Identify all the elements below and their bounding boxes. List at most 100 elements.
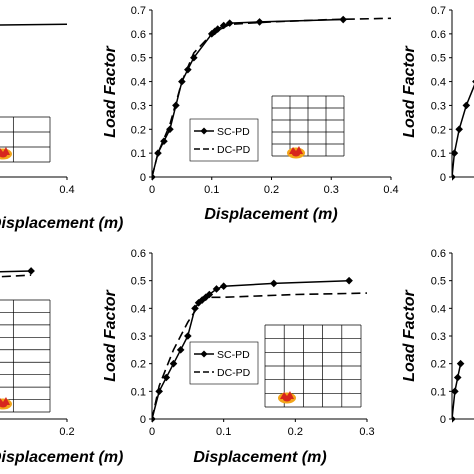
y-tick-label: 0.4 (131, 303, 146, 315)
y-tick-label: 0.5 (431, 53, 446, 65)
y-tick-label: 0.3 (131, 331, 146, 343)
data-point-sc-pd (154, 149, 162, 157)
chart-panel-3: 0 0.1 0.2 0.3 0.4 0.5 0.6 0.7 Load Factor (401, 5, 474, 184)
plot-area (452, 359, 465, 423)
y-tick-label: 0.1 (131, 148, 146, 160)
legend: SC-PD DC-PD (189, 118, 259, 162)
y-tick-label: 0.3 (431, 100, 446, 112)
data-point-sc-pd (212, 285, 221, 293)
x-axis-label: Displacement (m) (204, 206, 337, 223)
fire-icon (287, 146, 305, 159)
data-point-sc-pd (169, 359, 178, 368)
plot-area (152, 276, 368, 423)
x-tick-label: 0.2 (59, 426, 74, 438)
x-tick-label: 0.1 (204, 184, 219, 196)
series-line-sc-pd (452, 84, 474, 178)
series-line-dc-pd (152, 292, 368, 420)
data-point-sc-pd (213, 25, 222, 33)
data-point-sc-pd (166, 125, 174, 134)
data-point-sc-pd (339, 15, 347, 24)
x-tick-label: 0.4 (383, 184, 398, 196)
x-axis-label: Displacement (m) (0, 449, 123, 466)
y-tick-label: 0.4 (131, 77, 146, 89)
data-point-sc-pd (452, 387, 459, 396)
data-point-sc-pd (255, 18, 264, 26)
frame-structure-inset (271, 95, 345, 159)
x-tick-label: 0.1 (216, 426, 231, 438)
y-tick-label: 0.1 (431, 148, 446, 160)
data-point-sc-pd (184, 332, 192, 340)
frame-structure-inset (0, 299, 51, 413)
y-tick-label: 0.4 (431, 77, 446, 89)
fire-core (292, 151, 300, 157)
data-point-sc-pd (452, 173, 456, 181)
legend: SC-PD DC-PD (189, 341, 259, 385)
data-point-sc-pd (184, 65, 192, 74)
x-tick-label: 0.4 (59, 184, 74, 196)
plot-area (152, 15, 392, 181)
series-line-sc-pd (0, 23, 68, 26)
y-axis-label: Load Factor (102, 45, 119, 137)
y-tick-label: 0.2 (431, 359, 446, 371)
fire-core (0, 152, 7, 158)
data-point-sc-pd (453, 373, 462, 382)
legend-box (189, 118, 259, 162)
x-tick-label: 0 (149, 184, 155, 196)
series-line-dc-pd (0, 274, 32, 278)
y-tick-label: 0.7 (131, 5, 146, 17)
y-tick-label: 0.1 (131, 386, 146, 398)
y-tick-label: 0.3 (431, 331, 446, 343)
fire-icon (0, 147, 12, 160)
y-tick-label: 0.5 (131, 53, 146, 65)
data-point-sc-pd (219, 21, 228, 30)
plot-area (452, 79, 474, 181)
legend-label: SC-PD (217, 126, 250, 138)
data-point-sc-pd (452, 149, 459, 157)
fire-core (283, 396, 291, 402)
y-tick-label: 0.6 (431, 29, 446, 41)
data-point-sc-pd (176, 346, 185, 354)
legend-label: DC-PD (217, 144, 251, 156)
y-tick-label: 0 (140, 172, 146, 184)
data-point-sc-pd (160, 137, 168, 146)
y-tick-label: 0.2 (431, 124, 446, 136)
fire-flame (280, 391, 294, 399)
chart-panel-2: 0 0.1 0.2 0.3 0.4 0.5 0.6 0.7 0 0.1 0.2 0.3 0.4 Displ… (102, 5, 399, 223)
y-axis-label: Load Factor (401, 289, 418, 381)
fire-core (0, 402, 7, 408)
data-point-sc-pd (194, 299, 203, 307)
y-tick-label: 0 (440, 414, 446, 426)
frame-structure-inset (264, 324, 362, 408)
data-point-sc-pd (452, 415, 456, 423)
data-point-sc-pd (455, 125, 463, 134)
y-tick-label: 0.4 (431, 303, 446, 315)
y-tick-label: 0.6 (131, 248, 146, 260)
data-point-sc-pd (225, 19, 234, 27)
data-point-sc-pd (462, 101, 471, 110)
x-tick-label: 0.2 (288, 426, 303, 438)
data-point-sc-pd (219, 282, 228, 290)
x-tick-label: 0 (149, 426, 155, 438)
legend-label: SC-PD (217, 349, 250, 361)
data-point-sc-pd (155, 387, 163, 396)
y-tick-label: 0.6 (431, 248, 446, 260)
legend-marker (200, 127, 208, 135)
plot-area (0, 267, 35, 278)
plot-area (0, 23, 68, 26)
y-tick-label: 0.6 (131, 29, 146, 41)
data-point-sc-pd (190, 53, 198, 62)
chart-panel-6: 0 0.1 0.2 0.3 0.4 0.5 0.6 Load Factor (401, 248, 474, 426)
fire-icon (0, 397, 12, 410)
fire-flame (289, 146, 303, 154)
y-tick-label: 0 (140, 414, 146, 426)
series-line-sc-pd (452, 363, 462, 420)
x-axis-label: Displacement (m) (193, 449, 326, 466)
y-tick-label: 0.5 (131, 276, 146, 288)
data-point-sc-pd (191, 304, 199, 313)
y-tick-label: 0.5 (431, 276, 446, 288)
chart-panel-5: 0 0.1 0.2 0.3 0.4 0.5 0.6 0 0.1 0.2 0.3 Displacemen… (102, 248, 375, 466)
x-tick-label: 0.3 (324, 184, 339, 196)
